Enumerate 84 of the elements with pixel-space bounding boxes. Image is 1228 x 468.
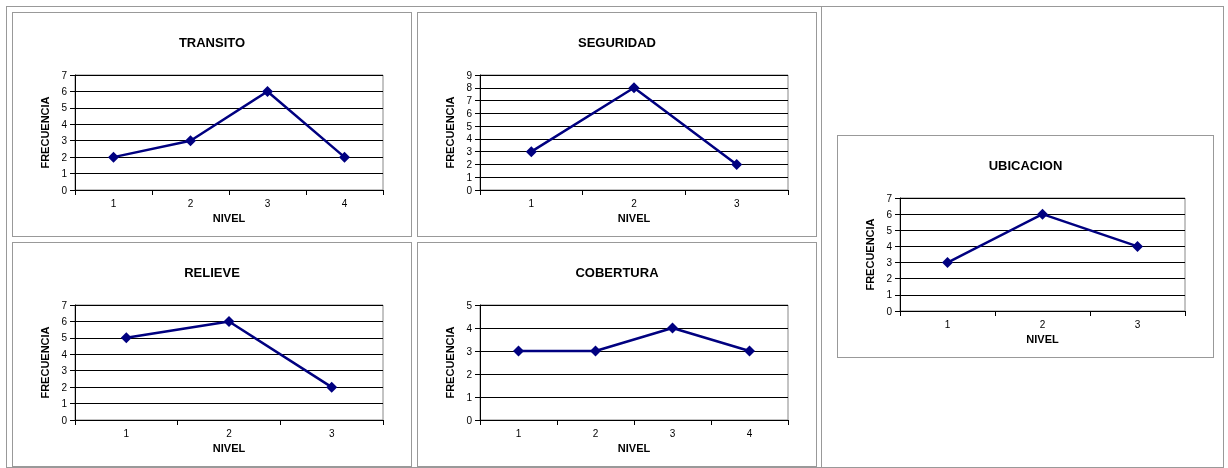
y-tick-label: 5 xyxy=(466,120,473,132)
point xyxy=(628,82,640,94)
y-tick-label: 8 xyxy=(466,82,473,94)
x-tick-label: 1 xyxy=(944,318,951,330)
y-tick-label: 3 xyxy=(466,345,473,357)
x-tick-label: 1 xyxy=(515,427,522,439)
x-tick-label: 2 xyxy=(1039,318,1046,330)
x-tick-label: 3 xyxy=(328,427,335,439)
y-axis-title: FRECUENCIA xyxy=(864,218,877,291)
point xyxy=(120,332,132,344)
point xyxy=(108,151,119,163)
x-axis-title: NIVEL xyxy=(1026,333,1059,346)
y-tick-label: 2 xyxy=(61,381,68,393)
y-tick-label: 5 xyxy=(61,332,68,344)
y-tick-label: 2 xyxy=(466,368,473,380)
y-tick-label: 3 xyxy=(61,135,68,147)
x-tick-label: 1 xyxy=(123,427,130,439)
y-tick-label: 7 xyxy=(61,69,68,81)
y-tick-label: 4 xyxy=(61,118,68,130)
y-tick-label: 0 xyxy=(886,305,893,317)
point xyxy=(1037,208,1048,220)
y-tick-label: 0 xyxy=(466,414,473,426)
chart-title: RELIEVE xyxy=(184,265,241,280)
y-tick-label: 9 xyxy=(466,69,473,81)
y-tick-label: 1 xyxy=(886,289,893,301)
point xyxy=(942,257,953,269)
y-tick-label: 2 xyxy=(886,273,893,285)
y-tick-label: 6 xyxy=(61,85,68,97)
y-tick-label: 7 xyxy=(61,299,68,311)
y-axis-title: FRECUENCIA xyxy=(444,96,457,169)
x-tick-label: 2 xyxy=(226,427,233,439)
y-tick-label: 5 xyxy=(886,224,893,236)
x-tick-label: 2 xyxy=(631,197,638,209)
x-axis-title: NIVEL xyxy=(212,212,246,225)
y-tick-label: 6 xyxy=(61,315,68,327)
chart-title: COBERTURA xyxy=(575,265,660,280)
x-tick-label: 2 xyxy=(592,427,599,439)
y-tick-label: 6 xyxy=(466,107,473,119)
x-tick-label: 1 xyxy=(110,197,117,209)
y-tick-label: 5 xyxy=(466,299,473,311)
y-tick-label: 1 xyxy=(61,398,68,410)
point xyxy=(731,158,743,170)
x-tick-label: 1 xyxy=(528,197,535,209)
point xyxy=(262,85,273,97)
chart-title: SEGURIDAD xyxy=(577,35,657,50)
point xyxy=(326,381,338,393)
x-axis-title: NIVEL xyxy=(617,442,651,455)
y-tick-label: 4 xyxy=(61,348,68,360)
y-tick-label: 1 xyxy=(466,391,473,403)
y-tick-label: 3 xyxy=(886,257,893,269)
y-tick-label: 3 xyxy=(466,146,473,158)
x-tick-label: 3 xyxy=(669,427,676,439)
x-tick-label: 3 xyxy=(264,197,271,209)
x-axis-title: NIVEL xyxy=(212,442,246,455)
point xyxy=(185,135,196,147)
chart-title: TRANSITO xyxy=(178,35,246,50)
y-tick-label: 2 xyxy=(61,151,68,163)
y-tick-label: 6 xyxy=(886,208,893,220)
y-axis-title: FRECUENCIA xyxy=(39,326,52,399)
y-tick-label: 4 xyxy=(466,133,473,145)
x-tick-label: 3 xyxy=(1134,318,1141,330)
x-tick-label: 4 xyxy=(746,427,753,439)
point xyxy=(1132,240,1143,252)
point xyxy=(339,151,350,163)
y-tick-label: 2 xyxy=(466,158,473,170)
y-tick-label: 0 xyxy=(61,414,68,426)
y-tick-label: 1 xyxy=(61,168,68,180)
y-axis-title: FRECUENCIA xyxy=(39,96,52,169)
y-tick-label: 1 xyxy=(466,171,473,183)
x-tick-label: 4 xyxy=(341,197,348,209)
x-tick-label: 3 xyxy=(733,197,740,209)
y-tick-label: 0 xyxy=(61,184,68,196)
y-tick-label: 5 xyxy=(61,102,68,114)
y-tick-label: 4 xyxy=(886,240,893,252)
point xyxy=(525,146,537,158)
y-axis-title: FRECUENCIA xyxy=(444,326,457,399)
y-tick-label: 3 xyxy=(61,365,68,377)
x-axis-title: NIVEL xyxy=(617,212,651,225)
y-tick-label: 0 xyxy=(466,184,473,196)
chart-title: UBICACION xyxy=(988,158,1063,173)
y-tick-label: 7 xyxy=(886,192,893,204)
x-tick-label: 2 xyxy=(187,197,194,209)
y-tick-label: 7 xyxy=(466,95,473,107)
point xyxy=(223,315,235,327)
